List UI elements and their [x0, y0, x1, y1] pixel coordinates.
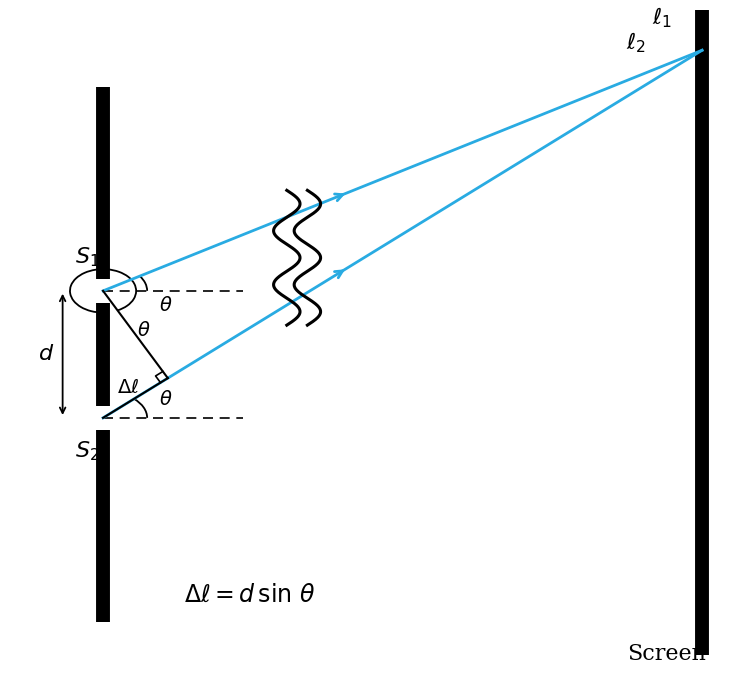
- Text: $\Delta\ell$: $\Delta\ell$: [117, 379, 140, 398]
- Text: $\theta$: $\theta$: [159, 296, 172, 315]
- Text: $\ell_2$: $\ell_2$: [626, 30, 646, 55]
- Text: $\ell_1$: $\ell_1$: [652, 6, 671, 31]
- Text: $\theta$: $\theta$: [136, 321, 150, 340]
- Text: $d$: $d$: [38, 343, 55, 366]
- Text: $\Delta\ell = d\,\sin\,\theta$: $\Delta\ell = d\,\sin\,\theta$: [184, 584, 316, 606]
- Text: $S_2$: $S_2$: [75, 439, 99, 463]
- Text: Screen: Screen: [627, 643, 706, 665]
- Text: $S_1$: $S_1$: [75, 246, 99, 269]
- Text: $\theta$: $\theta$: [159, 389, 172, 409]
